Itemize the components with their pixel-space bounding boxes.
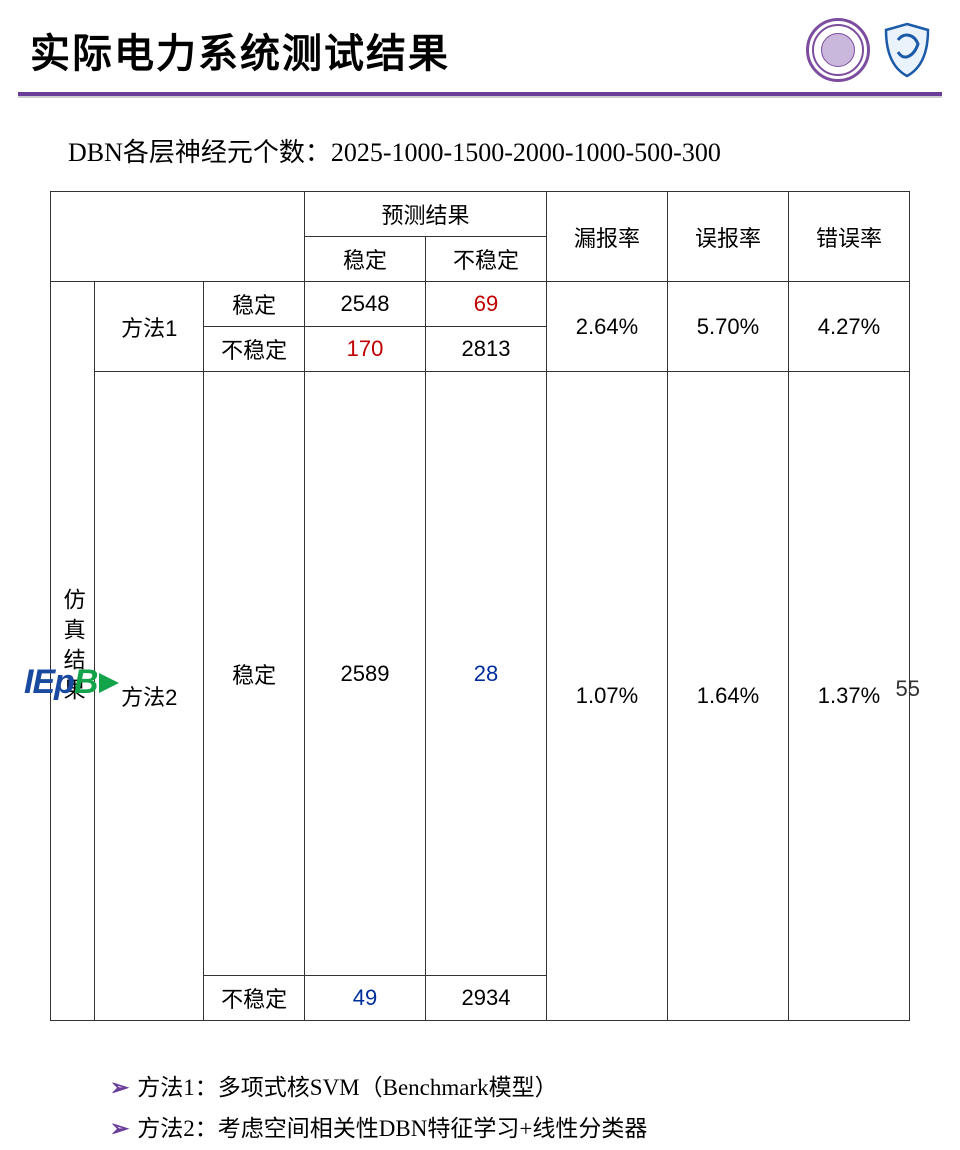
- m1-miss: 2.64%: [547, 282, 668, 372]
- bullet-icon: ➢: [110, 1074, 129, 1100]
- col-miss-rate: 漏报率: [547, 192, 668, 282]
- col-pred-group: 预测结果: [305, 192, 547, 237]
- header-logos: [806, 18, 930, 82]
- bullet-icon: ➢: [110, 1115, 129, 1141]
- method-notes: ➢方法1：多项式核SVM（Benchmark模型） ➢方法2：考虑空间相关性DB…: [50, 1067, 910, 1150]
- m1-ss: 2548: [305, 282, 426, 327]
- footer-logo-icon: IEpB: [24, 663, 119, 702]
- col-pred-stable: 稳定: [305, 237, 426, 282]
- table-header-row-1: 预测结果 漏报率 误报率 错误率: [51, 192, 910, 237]
- m1-su: 69: [426, 282, 547, 327]
- m1-row-unstable: 不稳定: [204, 327, 305, 372]
- note-method1: ➢方法1：多项式核SVM（Benchmark模型）: [110, 1067, 910, 1108]
- m1-error: 4.27%: [788, 282, 909, 372]
- page-number: 55: [896, 676, 920, 702]
- m1-us: 170: [305, 327, 426, 372]
- m2-uu: 2934: [426, 976, 547, 1021]
- slide-header: 实际电力系统测试结果: [0, 0, 960, 82]
- shield-logo-icon: [884, 22, 930, 78]
- m1-uu: 2813: [426, 327, 547, 372]
- table-row: 仿真结果 方法1 稳定 2548 69 2.64% 5.70% 4.27%: [51, 282, 910, 327]
- header-blank: [51, 192, 305, 282]
- note-method2: ➢方法2：考虑空间相关性DBN特征学习+线性分类器: [110, 1108, 910, 1149]
- method1-label: 方法1: [95, 282, 204, 372]
- slide-footer: IEpB 55: [0, 663, 960, 702]
- dbn-config-text: DBN各层神经元个数：2025-1000-1500-2000-1000-500-…: [50, 132, 910, 169]
- slide-content: DBN各层神经元个数：2025-1000-1500-2000-1000-500-…: [0, 96, 960, 1150]
- m2-us: 49: [305, 976, 426, 1021]
- m1-false: 5.70%: [667, 282, 788, 372]
- col-false-rate: 误报率: [667, 192, 788, 282]
- row-group-sim: 仿真结果: [51, 282, 95, 1021]
- m2-row-unstable: 不稳定: [204, 976, 305, 1021]
- results-table: 预测结果 漏报率 误报率 错误率 稳定 不稳定 仿真结果 方法1 稳定 2548…: [50, 191, 910, 1021]
- col-pred-unstable: 不稳定: [426, 237, 547, 282]
- university-seal-icon: [806, 18, 870, 82]
- m1-row-stable: 稳定: [204, 282, 305, 327]
- slide-title: 实际电力系统测试结果: [30, 21, 450, 79]
- col-error-rate: 错误率: [788, 192, 909, 282]
